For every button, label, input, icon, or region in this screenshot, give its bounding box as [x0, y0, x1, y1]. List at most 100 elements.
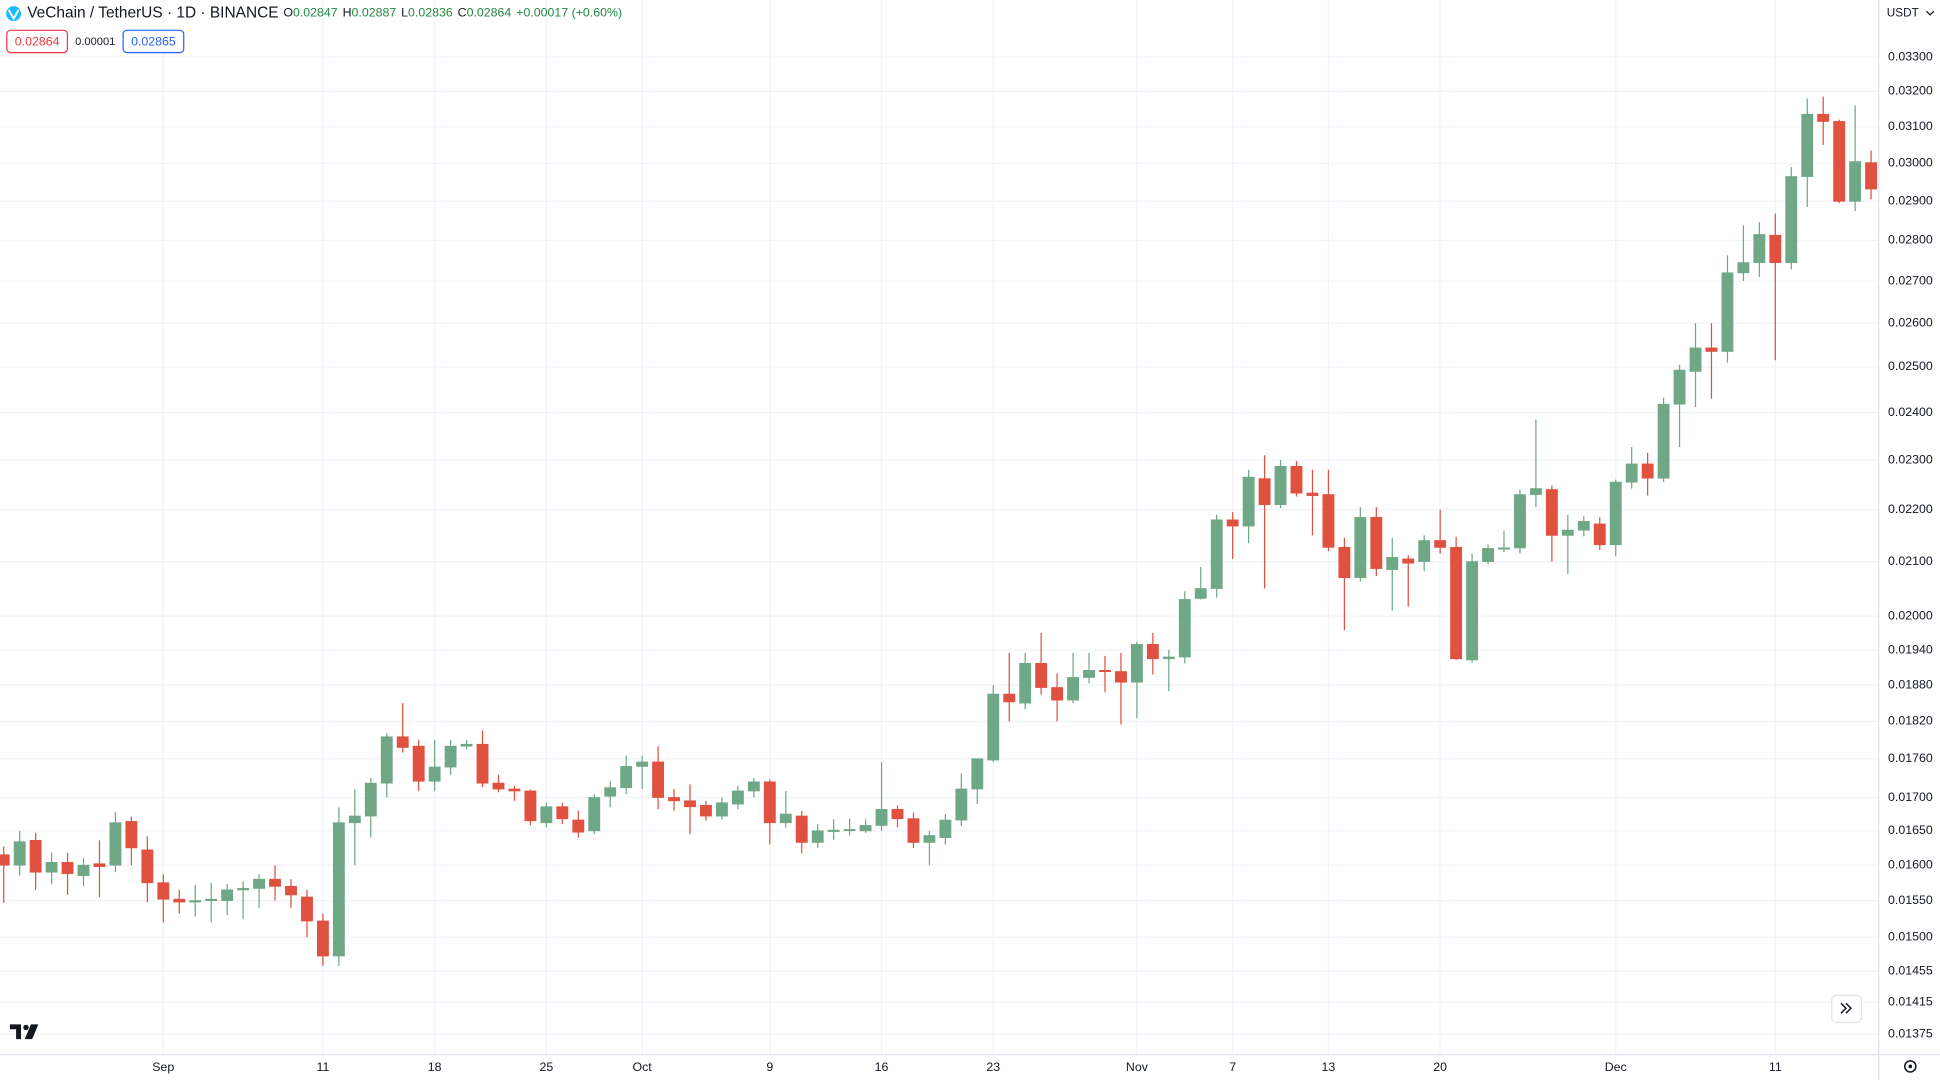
candle-body [269, 878, 281, 887]
candle-body [891, 809, 904, 820]
x-tick-label: Nov [1126, 1060, 1149, 1074]
candle-body [1434, 540, 1447, 548]
candle-body [1226, 519, 1239, 527]
candle-body [747, 781, 760, 792]
candle-body [1657, 403, 1670, 479]
candle-body [1386, 556, 1399, 570]
ohlc-key: L [401, 6, 408, 20]
candle-body [1529, 488, 1542, 495]
candle-body [1561, 529, 1574, 536]
candle-body [1721, 272, 1734, 352]
candle-body [1306, 492, 1319, 496]
y-tick-label: 0.02900 [1888, 194, 1933, 208]
candle-body [77, 864, 90, 877]
x-tick-label: 16 [875, 1060, 889, 1074]
candle-body [955, 788, 968, 821]
candle-body [189, 900, 202, 903]
buy-chip[interactable] [122, 29, 185, 54]
candle-body [173, 898, 186, 903]
candle-body [301, 896, 313, 922]
ohlc-legend: O0.02847 H0.02887 L0.02836 C0.02864 +0.00017… [283, 6, 622, 20]
y-tick-label: 0.03200 [1888, 84, 1933, 98]
scroll-button[interactable] [1831, 994, 1863, 1024]
candle-body [1514, 494, 1526, 549]
ohlc-value: 0.02836 [408, 6, 453, 20]
x-tick-label: Sep [152, 1060, 174, 1074]
y-tick-label: 0.01500 [1888, 929, 1933, 943]
y-tick-label: 0.01760 [1888, 751, 1933, 765]
y-tick-label: 0.01880 [1888, 677, 1933, 691]
candle-body [620, 766, 633, 789]
x-tick-label: 7 [1229, 1060, 1236, 1074]
y-tick-label: 0.02600 [1888, 315, 1933, 329]
candle-body [13, 841, 26, 866]
candle-body [939, 819, 952, 838]
candle-body [1418, 540, 1431, 562]
candle-body [636, 761, 649, 767]
candle-body [93, 863, 106, 867]
x-tick-label: Oct [633, 1060, 653, 1074]
candle-body [588, 797, 601, 832]
candle-body [1338, 546, 1351, 579]
scroll-to-end[interactable] [1831, 994, 1863, 1024]
candle-body [1737, 262, 1750, 274]
candle-body [1705, 347, 1718, 352]
buy-price: 0.02865 [131, 34, 176, 48]
candle-body [476, 743, 489, 784]
candle-body [1051, 687, 1064, 701]
candle-body [1466, 561, 1479, 661]
candle-body [556, 806, 569, 820]
candle-body [1849, 161, 1862, 202]
currency-chevron [1925, 10, 1935, 16]
tv-logo [9, 1024, 39, 1040]
candle-body [1242, 476, 1255, 527]
candle-body [795, 815, 808, 843]
candle-body [1003, 693, 1016, 703]
candle-body [0, 854, 10, 866]
candle-body [1625, 463, 1638, 483]
candle-body [125, 821, 138, 849]
candle-body [779, 813, 792, 824]
candle-body [444, 745, 457, 768]
candle-body [1035, 663, 1048, 688]
x-tick-label: 18 [428, 1060, 442, 1074]
candle-body [460, 743, 473, 747]
candle-body [811, 830, 824, 843]
candle-body [1689, 347, 1702, 372]
settings-button[interactable] [1903, 1060, 1917, 1073]
currency-selector[interactable]: USDT [1887, 7, 1935, 20]
candle-body [380, 736, 393, 784]
candle-body [492, 782, 505, 790]
sell-chip[interactable] [6, 29, 69, 54]
candle-body [875, 809, 888, 826]
candle-body [1545, 489, 1558, 536]
candle-body [1290, 466, 1303, 494]
candle-body [412, 745, 425, 782]
candle-body [1258, 478, 1271, 505]
candle-body [205, 898, 218, 901]
symbol-title: VeChain / TetherUS · 1D · BINANCE [27, 5, 278, 22]
candle-body [1609, 481, 1622, 546]
candle-body [364, 782, 377, 817]
candle-body [524, 790, 537, 822]
price-chips[interactable]: 0.02864 0.00001 0.02865 [6, 29, 185, 54]
candle-body [1099, 670, 1111, 673]
currency[interactable]: USDT [1887, 7, 1919, 20]
candle-body [396, 736, 409, 748]
y-tick-label: 0.01375 [1888, 1027, 1933, 1041]
candle-body [684, 800, 696, 808]
candle-body [763, 781, 776, 824]
ohlc-value: 0.02847 [293, 6, 338, 20]
settings-icon[interactable] [1903, 1060, 1917, 1073]
candle-body [1322, 494, 1335, 548]
candle-body [668, 797, 680, 802]
scroll-icon [1840, 1002, 1852, 1014]
candle-body [1210, 519, 1223, 589]
candle-body [1146, 643, 1159, 660]
candle-body [715, 802, 728, 817]
x-tick-label: 23 [986, 1060, 1000, 1074]
candle-body [332, 822, 345, 957]
y-tick-label: 0.01650 [1888, 823, 1933, 837]
